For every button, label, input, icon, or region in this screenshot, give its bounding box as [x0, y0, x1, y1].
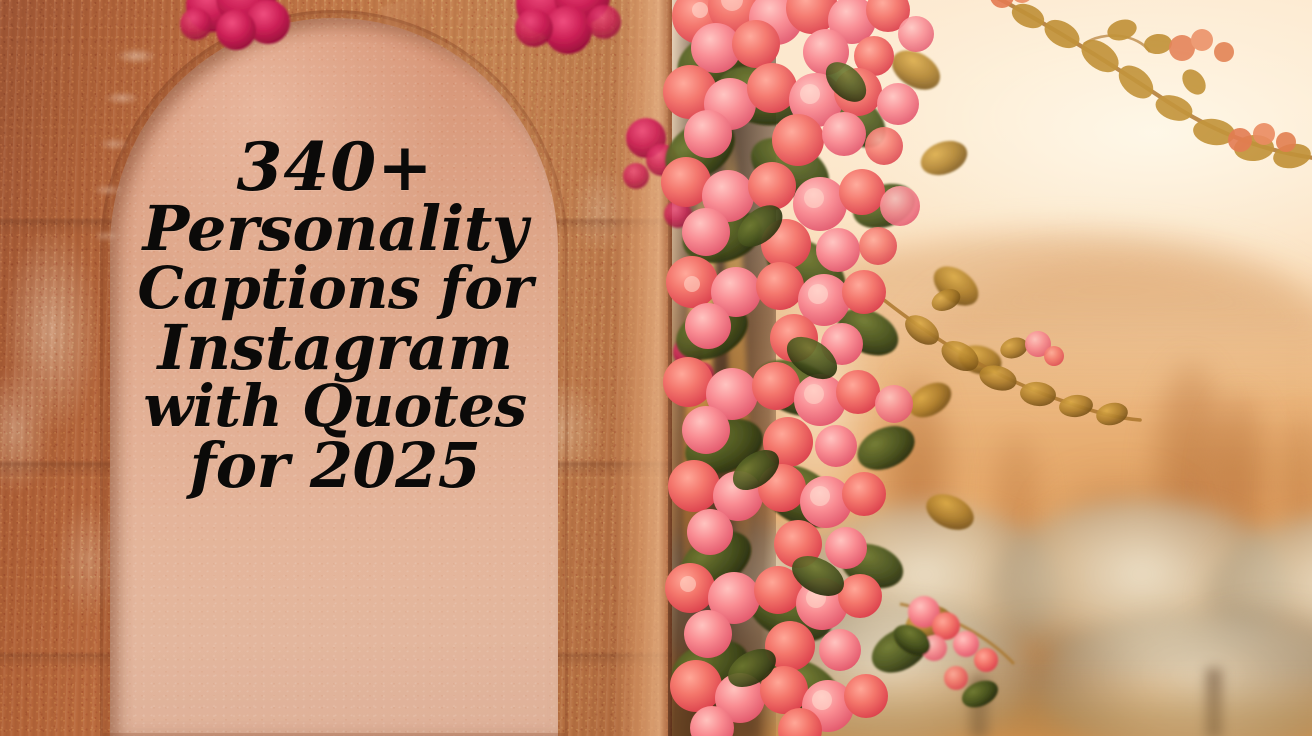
title-line-6: for 2025: [189, 429, 481, 503]
wall-right-jamb-highlight: [612, 0, 672, 736]
vine-trunk-shadow: [668, 0, 776, 736]
title-line-4: Instagram: [157, 310, 513, 384]
page-title: 340+ Personality Captions for Instagram …: [112, 128, 558, 503]
title-line-5: with Quotes: [143, 371, 527, 440]
title-line-3: Captions for: [137, 253, 533, 322]
olive-trunk: [1206, 668, 1222, 736]
title-line-2: Personality: [142, 192, 528, 266]
title-line-1: 340+: [236, 128, 434, 206]
bougainvillea-branch: [990, 0, 1312, 169]
